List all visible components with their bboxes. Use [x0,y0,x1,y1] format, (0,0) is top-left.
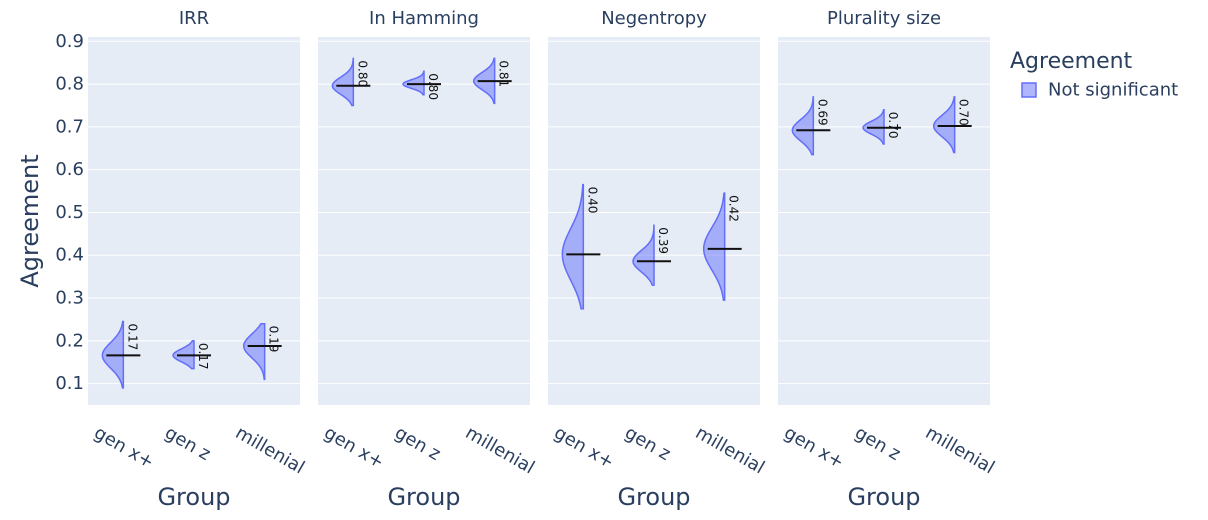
x-axis-title: Group [847,483,920,511]
legend-title: Agreement [1010,49,1133,74]
facet-title: Negentropy [601,8,707,29]
value-label: 0.81 [497,60,511,87]
x-tick-label: gen x+ [550,422,617,473]
value-label: 0.80 [355,60,369,87]
y-axis-title: Agreement [16,154,44,287]
violin-shape [402,70,425,96]
value-label: 0.80 [426,73,440,100]
facet-title: Plurality size [827,8,941,29]
facet-title: IRR [179,8,209,29]
y-tick-label: 0.4 [55,245,84,266]
x-tick-label: millenial [922,422,998,478]
facet-title: In Hamming [369,8,479,29]
y-tick-label: 0.5 [55,202,84,223]
x-axis-title: Group [157,483,230,511]
value-label: 0.69 [815,99,829,126]
x-axis-title: Group [387,483,460,511]
violin-shape [632,224,655,286]
x-tick-label: millenial [232,422,308,478]
x-tick-label: millenial [462,422,538,478]
value-label: 0.17 [196,343,210,370]
violin-shape [932,96,956,154]
x-tick-label: gen x+ [320,422,387,473]
violin-shape [331,57,355,107]
x-tick-label: gen x+ [780,422,847,473]
x-tick-label: gen z [161,422,214,465]
value-label: 0.40 [585,187,599,214]
x-tick-label: gen z [391,422,444,465]
value-label: 0.39 [656,227,670,254]
violin-shape [791,96,815,156]
y-tick-label: 0.2 [55,330,84,351]
y-tick-label: 0.1 [55,373,84,394]
y-tick-label: 0.6 [55,159,84,180]
facet-panel [778,37,990,405]
y-tick-label: 0.9 [55,31,84,52]
value-label: 0.70 [886,112,900,139]
legend-item-label: Not significant [1048,80,1178,101]
violin-shape [242,322,266,381]
legend-swatch [1021,82,1037,98]
value-label: 0.19 [267,326,281,353]
x-tick-label: gen z [851,422,904,465]
y-tick-label: 0.3 [55,288,84,309]
y-tick-label: 0.8 [55,74,84,95]
value-label: 0.42 [727,195,741,222]
x-tick-label: millenial [692,422,768,478]
y-tick-label: 0.7 [55,116,84,137]
x-axis-title: Group [617,483,690,511]
violin-shape [702,192,726,301]
x-tick-label: gen x+ [90,422,157,473]
violin-shape [561,183,585,310]
x-tick-label: gen z [621,422,674,465]
value-label: 0.17 [125,324,139,351]
value-label: 0.70 [957,99,971,126]
